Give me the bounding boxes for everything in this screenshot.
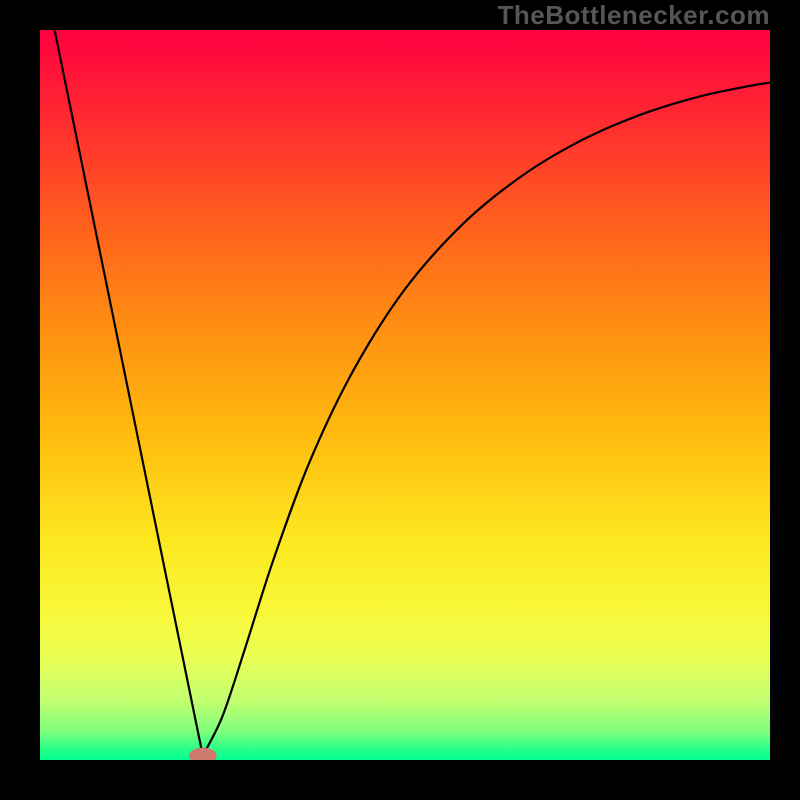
watermark-text: TheBottlenecker.com — [498, 0, 770, 31]
chart-svg — [40, 30, 770, 760]
plot-area — [40, 30, 770, 760]
chart-root: TheBottlenecker.com — [0, 0, 800, 800]
gradient-background — [40, 30, 770, 760]
